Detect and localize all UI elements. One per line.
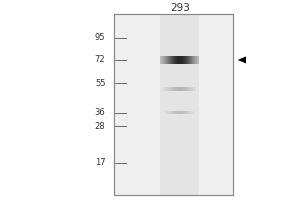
Bar — [160, 14, 199, 195]
Text: 95: 95 — [95, 33, 105, 42]
Text: 28: 28 — [95, 122, 105, 131]
Text: 293: 293 — [170, 3, 190, 13]
Bar — [114, 14, 233, 195]
Text: 36: 36 — [95, 108, 105, 117]
Text: 72: 72 — [95, 55, 105, 64]
Polygon shape — [238, 56, 246, 63]
Bar — [114, 14, 233, 195]
Text: 17: 17 — [95, 158, 105, 167]
Text: 55: 55 — [95, 79, 105, 88]
